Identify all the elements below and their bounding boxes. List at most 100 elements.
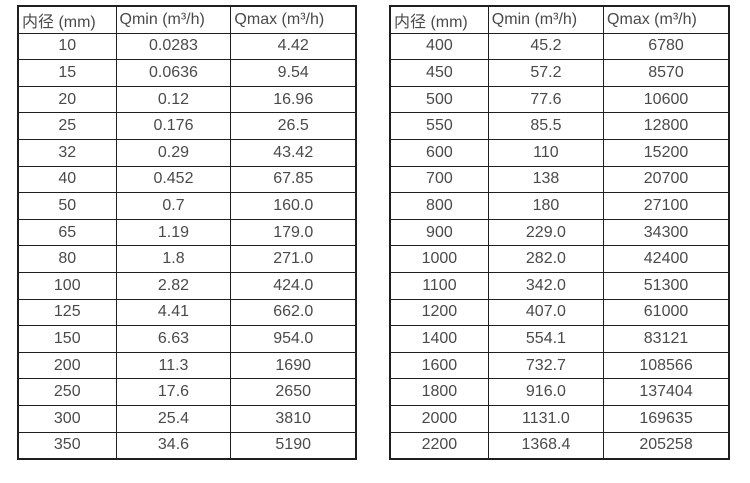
table-cell: 50 — [17, 192, 117, 220]
table-cell: 400 — [389, 32, 489, 61]
table-cell: 169635 — [603, 404, 730, 433]
table-cell: 11.3 — [115, 351, 232, 380]
table-cell: 85.5 — [487, 112, 605, 140]
table-row: 300 25.4 3810 — [17, 404, 357, 433]
table-cell: 554.1 — [487, 325, 605, 353]
table-cell: 20 — [17, 85, 117, 114]
table-cell: 180 — [487, 192, 605, 220]
table-cell: 34.6 — [115, 431, 232, 460]
table-cell: 900 — [389, 218, 489, 247]
table-row: 600 110 15200 — [389, 138, 730, 167]
table-cell: 10 — [17, 32, 117, 61]
table-row: 2000 1131.0 169635 — [389, 404, 730, 433]
table-cell: 2.82 — [115, 271, 232, 300]
table-cell: 51300 — [603, 271, 730, 300]
header-qmin: Qmin (m³/h) — [487, 5, 605, 34]
table-cell: 600 — [389, 138, 489, 167]
table-row: 1000 282.0 42400 — [389, 245, 730, 273]
table-cell: 2200 — [389, 431, 489, 460]
table-cell: 10600 — [603, 85, 730, 114]
table-cell: 1200 — [389, 298, 489, 327]
table-cell: 500 — [389, 85, 489, 114]
table-cell: 65 — [17, 218, 117, 247]
table-cell: 26.5 — [230, 112, 357, 140]
table-cell: 342.0 — [487, 271, 605, 300]
table-cell: 42400 — [603, 245, 730, 273]
table-row: 700 138 20700 — [389, 165, 730, 194]
table-row: 200 11.3 1690 — [17, 351, 357, 380]
table-cell: 2650 — [230, 378, 357, 406]
table-cell: 0.7 — [115, 192, 232, 220]
table-cell: 4.42 — [230, 32, 357, 61]
table-row: 250 17.6 2650 — [17, 378, 357, 406]
table-cell: 138 — [487, 165, 605, 194]
table-cell: 300 — [17, 404, 117, 433]
header-inner-diameter: 内径 (mm) — [389, 5, 489, 34]
table-cell: 25 — [17, 112, 117, 140]
table-row: 2200 1368.4 205258 — [389, 431, 730, 460]
table-cell: 9.54 — [230, 59, 357, 87]
table-row: 500 77.6 10600 — [389, 85, 730, 114]
table-cell: 6780 — [603, 32, 730, 61]
table-cell: 4.41 — [115, 298, 232, 327]
table-cell: 550 — [389, 112, 489, 140]
table-row: 150 6.63 954.0 — [17, 325, 357, 353]
table-row: 1400 554.1 83121 — [389, 325, 730, 353]
table-cell: 15 — [17, 59, 117, 87]
table-row: 1600 732.7 108566 — [389, 351, 730, 380]
flow-spec-table-small-diameters: 内径 (mm) Qmin (m³/h) Qmax (m³/h) 10 0.0283… — [17, 5, 357, 461]
table-row: 15 0.0636 9.54 — [17, 59, 357, 87]
table-row: 25 0.176 26.5 — [17, 112, 357, 140]
table-cell: 6.63 — [115, 325, 232, 353]
header-qmax: Qmax (m³/h) — [230, 5, 357, 34]
table-row: 1100 342.0 51300 — [389, 271, 730, 300]
table-cell: 1800 — [389, 378, 489, 406]
table-cell: 34300 — [603, 218, 730, 247]
table-row: 10 0.0283 4.42 — [17, 32, 357, 61]
table-cell: 179.0 — [230, 218, 357, 247]
table-cell: 954.0 — [230, 325, 357, 353]
table-cell: 350 — [17, 431, 117, 460]
table-row: 32 0.29 43.42 — [17, 138, 357, 167]
table-cell: 732.7 — [487, 351, 605, 380]
header-inner-diameter: 内径 (mm) — [17, 5, 117, 34]
table-cell: 32 — [17, 138, 117, 167]
table-cell: 424.0 — [230, 271, 357, 300]
table-row: 800 180 27100 — [389, 192, 730, 220]
table-cell: 137404 — [603, 378, 730, 406]
table-cell: 125 — [17, 298, 117, 327]
table-cell: 25.4 — [115, 404, 232, 433]
table-cell: 0.0283 — [115, 32, 232, 61]
table-cell: 110 — [487, 138, 605, 167]
table-cell: 1400 — [389, 325, 489, 353]
table-row: 1200 407.0 61000 — [389, 298, 730, 327]
table-cell: 17.6 — [115, 378, 232, 406]
table-cell: 3810 — [230, 404, 357, 433]
header-qmin: Qmin (m³/h) — [115, 5, 232, 34]
table-cell: 0.176 — [115, 112, 232, 140]
table-cell: 662.0 — [230, 298, 357, 327]
table-row: 20 0.12 16.96 — [17, 85, 357, 114]
table-cell: 43.42 — [230, 138, 357, 167]
table-row: 350 34.6 5190 — [17, 431, 357, 460]
table-cell: 80 — [17, 245, 117, 273]
table-cell: 1.8 — [115, 245, 232, 273]
table-row: 900 229.0 34300 — [389, 218, 730, 247]
table-cell: 271.0 — [230, 245, 357, 273]
table-cell: 57.2 — [487, 59, 605, 87]
table-cell: 205258 — [603, 431, 730, 460]
table-cell: 0.0636 — [115, 59, 232, 87]
table-cell: 1368.4 — [487, 431, 605, 460]
table-header-row: 内径 (mm) Qmin (m³/h) Qmax (m³/h) — [389, 5, 730, 34]
table-cell: 1600 — [389, 351, 489, 380]
table-cell: 1000 — [389, 245, 489, 273]
table-cell: 1.19 — [115, 218, 232, 247]
table-row: 40 0.452 67.85 — [17, 165, 357, 194]
table-cell: 229.0 — [487, 218, 605, 247]
flow-spec-table-large-diameters: 内径 (mm) Qmin (m³/h) Qmax (m³/h) 400 45.2 6… — [389, 5, 730, 461]
table-cell: 200 — [17, 351, 117, 380]
table-row: 550 85.5 12800 — [389, 112, 730, 140]
table-cell: 800 — [389, 192, 489, 220]
table-cell: 16.96 — [230, 85, 357, 114]
